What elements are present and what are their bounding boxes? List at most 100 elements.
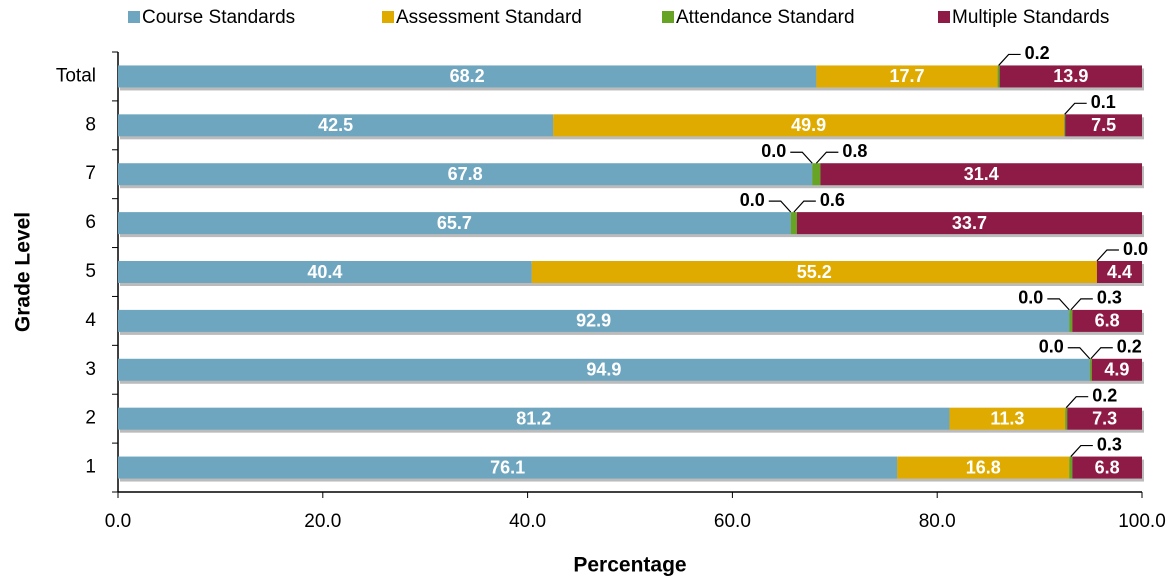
value-label: 67.8: [448, 164, 483, 184]
bar-segment: [1067, 407, 1142, 430]
legend-swatch: [128, 11, 140, 23]
bar-segment: [118, 309, 1070, 332]
bar-segment: [1064, 114, 1066, 137]
bar-segment: [812, 163, 821, 186]
bar-segment: [553, 114, 1065, 137]
value-label: 16.8: [966, 457, 1001, 477]
x-tick-label: 100.0: [1118, 511, 1166, 532]
legend-label: Course Standards: [142, 7, 295, 28]
y-tick-label: 4: [85, 310, 96, 331]
leader-line: [790, 151, 813, 164]
x-tick-label: 40.0: [509, 511, 546, 532]
bar-segment: [820, 163, 1142, 186]
legend-swatch: [382, 11, 394, 23]
value-label: 0.0: [1039, 337, 1064, 357]
value-label: 0.0: [1123, 239, 1148, 259]
value-label: 0.0: [1018, 288, 1043, 308]
bar-segment: [1072, 309, 1142, 332]
value-label: 55.2: [797, 262, 832, 282]
value-label: 42.5: [318, 115, 353, 135]
bar-segment: [816, 65, 998, 88]
value-label: 17.7: [889, 66, 924, 86]
bar-segment: [999, 65, 1142, 88]
legend-swatch: [938, 11, 950, 23]
bar-segment: [118, 261, 532, 283]
bar-segment: [118, 358, 1090, 381]
x-tick-label: 20.0: [304, 511, 341, 532]
value-label: 76.1: [490, 457, 525, 477]
value-label: 13.9: [1053, 66, 1088, 86]
leader-line: [1096, 249, 1119, 262]
bar-segment: [1091, 358, 1142, 381]
legend-label: Attendance Standard: [676, 7, 855, 28]
leader-line: [1070, 444, 1093, 457]
bar-segment: [118, 407, 950, 430]
legend-label: Assessment Standard: [396, 7, 582, 28]
value-label: 7.5: [1091, 115, 1116, 135]
value-label: 0.6: [820, 190, 845, 210]
value-label: 0.0: [740, 190, 765, 210]
value-label: 33.7: [952, 213, 987, 233]
leader-line: [768, 200, 792, 213]
leader-line: [1070, 298, 1093, 311]
legend-swatch: [662, 11, 674, 23]
value-label: 31.4: [964, 164, 999, 184]
value-label: 65.7: [437, 213, 472, 233]
value-label: 7.3: [1092, 408, 1117, 428]
value-label: 92.9: [576, 311, 611, 331]
value-label: 6.8: [1095, 457, 1120, 477]
value-label: 0.2: [1025, 43, 1050, 63]
value-label: 4.9: [1104, 360, 1129, 380]
y-tick-label: 7: [85, 163, 96, 184]
bar-segment: [118, 65, 817, 88]
leader-line: [1065, 396, 1089, 409]
value-label: 4.4: [1107, 262, 1132, 282]
bar-segment: [1096, 261, 1142, 283]
x-tick-label: 0.0: [105, 511, 131, 532]
bar-segment: [1065, 407, 1068, 430]
y-tick-label: 3: [85, 359, 96, 380]
leader-line: [793, 200, 816, 213]
value-label: 0.1: [1091, 92, 1116, 112]
bar-segment: [796, 212, 1142, 235]
legend-label: Multiple Standards: [952, 7, 1109, 28]
bar-segment: [118, 456, 898, 479]
leader-line: [815, 151, 839, 164]
y-tick-label: 8: [85, 114, 96, 135]
bar-segment: [118, 212, 791, 235]
value-label: 11.3: [990, 408, 1024, 428]
y-tick-label: 6: [85, 212, 96, 233]
value-label: 6.8: [1095, 311, 1120, 331]
leader-line: [1067, 347, 1091, 360]
bar-segment: [897, 456, 1070, 479]
value-label: 94.9: [586, 360, 621, 380]
x-axis-label: Percentage: [573, 554, 686, 577]
y-tick-label: 5: [85, 261, 96, 282]
value-label: 0.3: [1097, 288, 1122, 308]
value-label: 0.2: [1117, 337, 1142, 357]
bar-segment: [949, 407, 1066, 430]
bar-segment: [1089, 358, 1092, 381]
value-label: 40.4: [307, 262, 342, 282]
bar-segment: [118, 163, 813, 186]
bar-segment: [531, 261, 1097, 283]
value-label: 0.2: [1092, 385, 1117, 405]
leader-line: [1090, 347, 1113, 360]
bar-segment: [997, 65, 1000, 88]
y-tick-label: 2: [85, 408, 96, 429]
x-tick-label: 80.0: [919, 511, 956, 532]
x-tick-label: 60.0: [714, 511, 751, 532]
y-tick-label: Total: [56, 65, 96, 86]
y-axis-label: Grade Level: [12, 212, 35, 332]
value-label: 0.0: [761, 141, 786, 161]
bar-segment: [790, 212, 797, 235]
bar-segment: [118, 114, 554, 137]
bar-segment: [1065, 114, 1142, 137]
value-label: 81.2: [516, 408, 551, 428]
bar-segment: [1072, 456, 1142, 479]
value-label: 0.3: [1097, 434, 1122, 454]
bar-segment: [1069, 309, 1073, 332]
leader-line: [1047, 298, 1070, 311]
leader-line: [1064, 102, 1087, 115]
value-label: 49.9: [791, 115, 826, 135]
